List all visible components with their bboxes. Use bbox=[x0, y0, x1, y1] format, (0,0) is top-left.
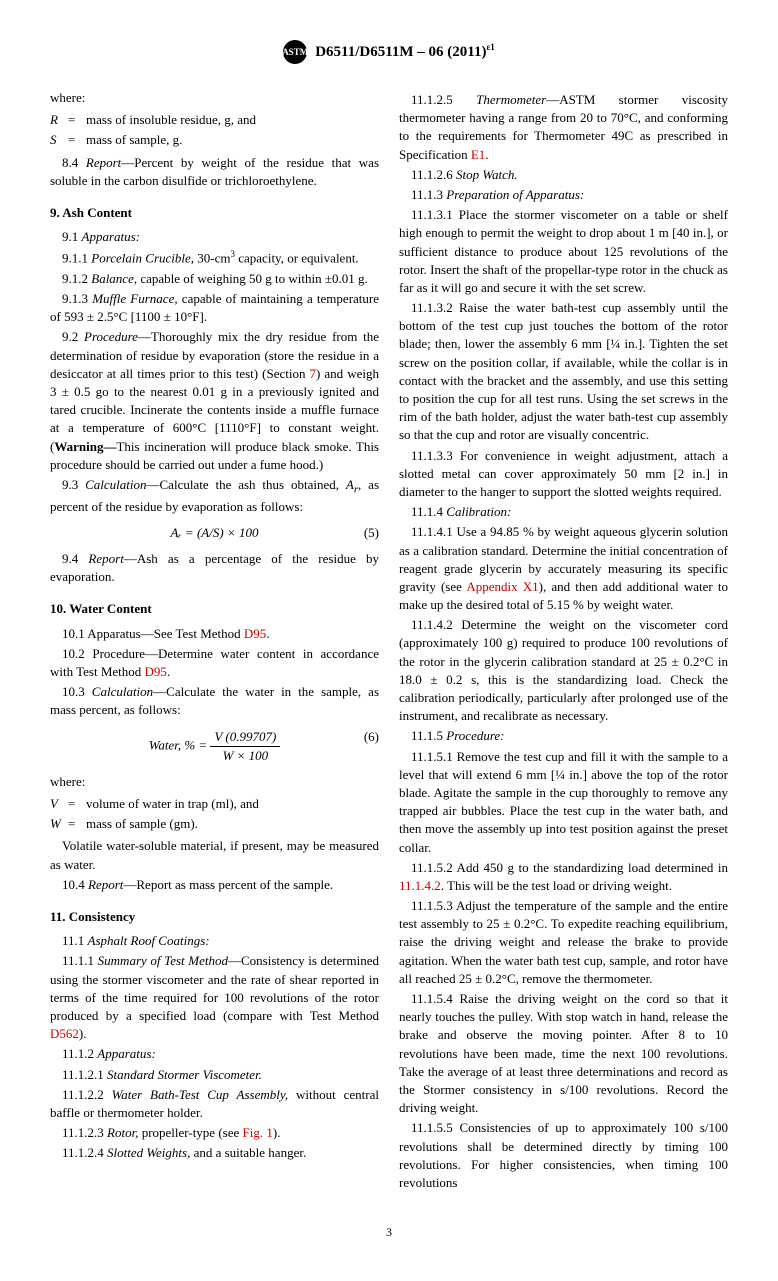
p11-1-2-4: 11.1.2.4 Slotted Weights, and a suitable… bbox=[50, 1144, 379, 1162]
section-10-heading: 10. Water Content bbox=[50, 600, 379, 618]
p11-1-5: 11.1.5 Procedure: bbox=[399, 727, 728, 745]
p11-1-2-6: 11.1.2.6 Stop Watch. bbox=[399, 166, 728, 184]
p8-4: 8.4 Report—Percent by weight of the resi… bbox=[50, 154, 379, 190]
where-def-S: mass of sample, g. bbox=[86, 131, 379, 149]
p11-1-5-2: 11.1.5.2 Add 450 g to the standardizing … bbox=[399, 859, 728, 895]
p11-1-2-3: 11.1.2.3 Rotor, propeller-type (see Fig.… bbox=[50, 1124, 379, 1142]
where-block-1: R = mass of insoluble residue, g, and S … bbox=[50, 111, 379, 149]
p10-2: 10.2 Procedure—Determine water content i… bbox=[50, 645, 379, 681]
astm-logo: ASTM bbox=[283, 40, 307, 64]
p11-1-5-4: 11.1.5.4 Raise the driving weight on the… bbox=[399, 990, 728, 1117]
where-var-V: V bbox=[50, 795, 68, 813]
p11-1-2-1: 11.1.2.1 Standard Stormer Viscometer. bbox=[50, 1066, 379, 1084]
p11-1: 11.1 Asphalt Roof Coatings: bbox=[50, 932, 379, 950]
p11-1-3-1: 11.1.3.1 Place the stormer viscometer on… bbox=[399, 206, 728, 297]
where-var-S: S bbox=[50, 131, 68, 149]
p11-1-3-3: 11.1.3.3 For convenience in weight adjus… bbox=[399, 447, 728, 502]
p11-1-2: 11.1.2 Apparatus: bbox=[50, 1045, 379, 1063]
p11-1-5-5: 11.1.5.5 Consistencies of up to approxim… bbox=[399, 1119, 728, 1192]
p11-1-1: 11.1.1 Summary of Test Method—Consistenc… bbox=[50, 952, 379, 1043]
right-column: 11.1.2.5 Thermometer—ASTM stormer viscos… bbox=[399, 89, 728, 1194]
content-columns: where: R = mass of insoluble residue, g,… bbox=[50, 89, 728, 1194]
p11-1-5-3: 11.1.5.3 Adjust the temperature of the s… bbox=[399, 897, 728, 988]
section-9-heading: 9. Ash Content bbox=[50, 204, 379, 222]
where-def-W: mass of sample (gm). bbox=[86, 815, 379, 833]
p10-volatile: Volatile water-soluble material, if pres… bbox=[50, 837, 379, 873]
where-def-V: volume of water in trap (ml), and bbox=[86, 795, 379, 813]
where-block-2: V = volume of water in trap (ml), and W … bbox=[50, 795, 379, 833]
where-var-R: R bbox=[50, 111, 68, 129]
p9-1-2: 9.1.2 Balance, capable of weighing 50 g … bbox=[50, 270, 379, 288]
section-11-heading: 11. Consistency bbox=[50, 908, 379, 926]
equation-5: Aᵣ = (A/S) × 100 (5) bbox=[50, 524, 379, 542]
p9-1: 9.1 Apparatus: bbox=[50, 228, 379, 246]
p9-2: 9.2 Procedure—Thoroughly mix the dry res… bbox=[50, 328, 379, 474]
standard-number: D6511/D6511M – 06 (2011)ε1 bbox=[315, 41, 495, 63]
page-number: 3 bbox=[50, 1224, 728, 1241]
p10-4: 10.4 Report—Report as mass percent of th… bbox=[50, 876, 379, 894]
p11-1-2-2: 11.1.2.2 Water Bath-Test Cup Assembly, w… bbox=[50, 1086, 379, 1122]
equation-6: Water, % = V (0.99707) W × 100 (6) bbox=[50, 728, 379, 765]
p9-1-3: 9.1.3 Muffle Furnace, capable of maintai… bbox=[50, 290, 379, 326]
p11-1-4-1: 11.1.4.1 Use a 94.85 % by weight aqueous… bbox=[399, 523, 728, 614]
p11-1-3-2: 11.1.3.2 Raise the water bath-test cup a… bbox=[399, 299, 728, 445]
p10-1: 10.1 Apparatus—See Test Method D95. bbox=[50, 625, 379, 643]
where-label-2: where: bbox=[50, 773, 379, 791]
where-label: where: bbox=[50, 89, 379, 107]
p11-1-5-1: 11.1.5.1 Remove the test cup and fill it… bbox=[399, 748, 728, 857]
p9-3: 9.3 Calculation—Calculate the ash thus o… bbox=[50, 476, 379, 516]
p10-3: 10.3 Calculation—Calculate the water in … bbox=[50, 683, 379, 719]
p11-1-4: 11.1.4 Calibration: bbox=[399, 503, 728, 521]
p11-1-3: 11.1.3 Preparation of Apparatus: bbox=[399, 186, 728, 204]
left-column: where: R = mass of insoluble residue, g,… bbox=[50, 89, 379, 1194]
p11-1-4-2: 11.1.4.2 Determine the weight on the vis… bbox=[399, 616, 728, 725]
where-var-W: W bbox=[50, 815, 68, 833]
p9-4: 9.4 Report—Ash as a percentage of the re… bbox=[50, 550, 379, 586]
document-header: ASTM D6511/D6511M – 06 (2011)ε1 bbox=[50, 40, 728, 64]
where-def-R: mass of insoluble residue, g, and bbox=[86, 111, 379, 129]
p11-1-2-5: 11.1.2.5 Thermometer—ASTM stormer viscos… bbox=[399, 91, 728, 164]
p9-1-1: 9.1.1 Porcelain Crucible, 30-cm3 capacit… bbox=[50, 248, 379, 268]
